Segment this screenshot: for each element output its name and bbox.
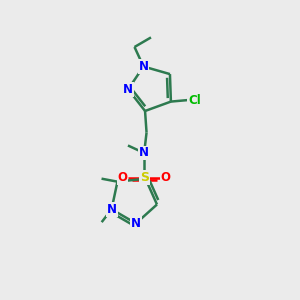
Text: N: N xyxy=(106,203,117,216)
Text: N: N xyxy=(131,217,141,230)
Text: Cl: Cl xyxy=(188,94,201,106)
Text: S: S xyxy=(140,171,149,184)
Text: N: N xyxy=(139,146,149,160)
Text: O: O xyxy=(118,171,128,184)
Text: O: O xyxy=(161,171,171,184)
Text: N: N xyxy=(139,60,148,73)
Text: N: N xyxy=(123,83,133,96)
